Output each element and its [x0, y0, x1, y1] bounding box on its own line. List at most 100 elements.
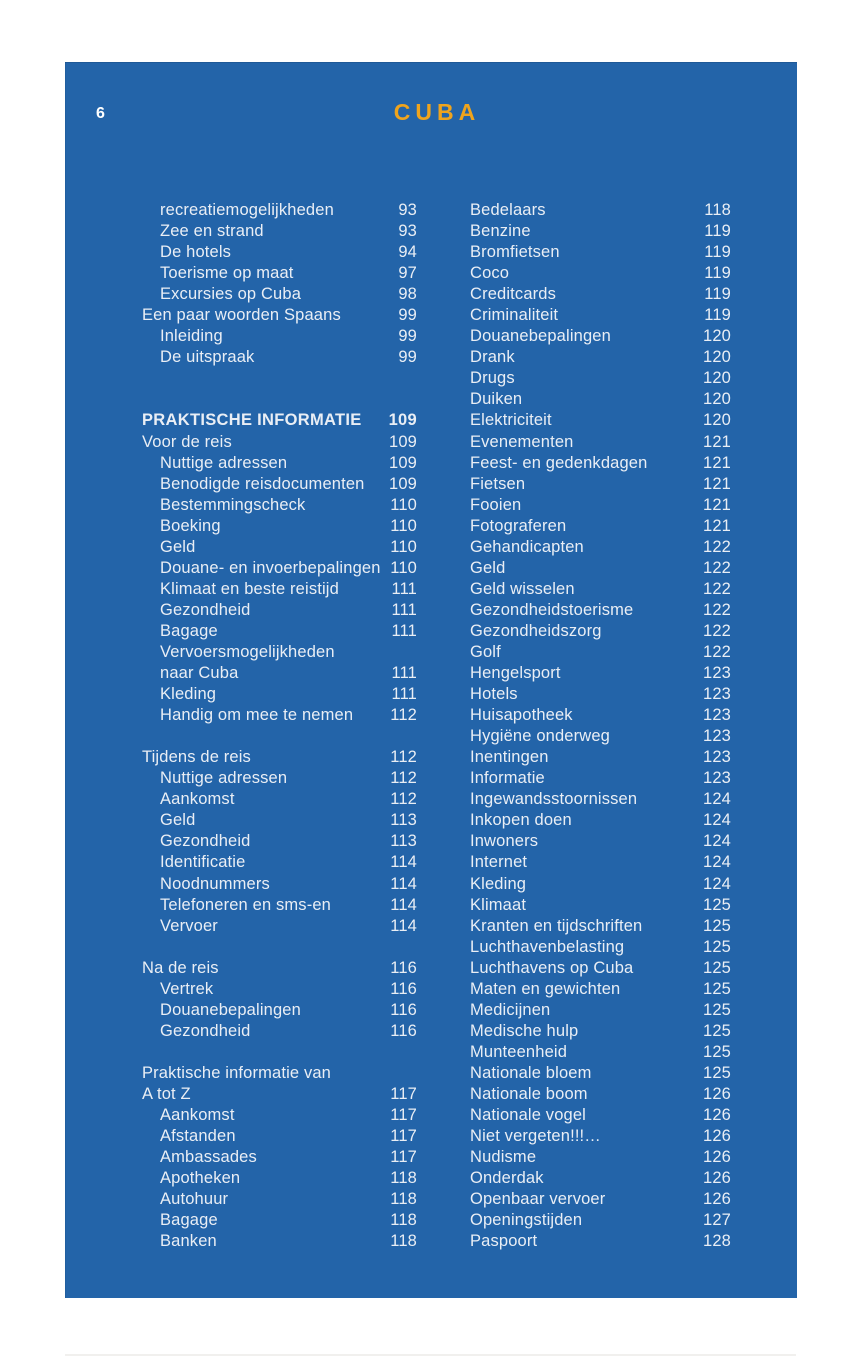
toc-entry: Gezondheid 111 [142, 600, 417, 621]
toc-entry-page: 119 [704, 306, 731, 325]
toc-entry-label: Nudisme [470, 1148, 537, 1167]
toc-entry-label: Nationale bloem [470, 1063, 592, 1082]
toc-entry-label: Bedelaars [470, 201, 546, 219]
toc-entry-page: 116 [390, 1021, 417, 1040]
toc-entry: Gezondheid 116 [142, 1021, 417, 1042]
toc-right-column: Bedelaars 118 Benzine 119 Bromfietsen 119 Coco… [470, 200, 731, 1252]
toc-entry-page: 122 [703, 600, 731, 619]
toc-entry-page: 119 [704, 222, 731, 241]
toc-entry-page: 119 [704, 243, 731, 262]
toc-entry-label: Een paar woorden Spaans [142, 306, 341, 325]
toc-entry: Kleding 111 [142, 684, 417, 705]
toc-entry-page: 121 [703, 495, 731, 514]
toc-entry-page: 126 [703, 1127, 731, 1146]
toc-entry-label: Klimaat en beste reistijd [160, 579, 339, 598]
toc-entry: Munteenheid 125 [470, 1042, 731, 1063]
toc-entry-page: 123 [703, 685, 731, 704]
toc-entry: Creditcards 119 [470, 284, 731, 305]
toc-entry-page: 110 [390, 558, 417, 577]
toc-entry: Afstanden 117 [142, 1126, 417, 1147]
toc-entry: Nationale vogel 126 [470, 1105, 731, 1126]
toc-entry-page: 111 [391, 579, 417, 598]
toc-entry-page: 124 [703, 853, 731, 872]
toc-entry-label: Tijdens de reis [142, 748, 251, 767]
toc-entry-label: Medicijnen [470, 1000, 551, 1019]
toc-entry-label: Nuttige adressen [160, 769, 288, 788]
toc-entry-page: 93 [398, 201, 417, 219]
toc-entry-label: Geld [160, 537, 196, 556]
toc-entry: Geld 113 [142, 810, 417, 831]
toc-entry-label: Vertrek [160, 979, 214, 998]
toc-entry-page: 126 [703, 1148, 731, 1167]
toc-entry: Gezondheid 113 [142, 831, 417, 852]
toc-entry-page: 117 [390, 1084, 417, 1103]
toc-entry-page: 120 [703, 390, 731, 409]
toc-entry: Fotograferen 121 [470, 516, 731, 537]
toc-entry-label: Gezondheid [160, 832, 251, 851]
toc-entry-label: Douanebepalingen [470, 327, 611, 346]
toc-entry: Bedelaars 118 [470, 200, 731, 221]
toc-entry-label: Apotheken [160, 1169, 241, 1188]
toc-entry: Inentingen 123 [470, 747, 731, 768]
toc-entry-page: 117 [390, 1127, 417, 1146]
toc-entry-page: 125 [703, 895, 731, 914]
toc-entry: Inwoners 124 [470, 831, 731, 852]
toc-entry-label: Creditcards [470, 285, 557, 304]
toc-entry-page: 118 [390, 1211, 417, 1230]
toc-entry-label: Hygiëne onderweg [470, 727, 610, 746]
toc-entry-page: 125 [703, 958, 731, 977]
toc-entry-label: Na de reis [142, 958, 219, 977]
toc-entry-page: 121 [703, 432, 731, 451]
toc-entry-label: Noodnummers [160, 874, 270, 893]
toc-entry-page: 128 [703, 1232, 731, 1251]
toc-entry: Hygiëne onderweg 123 [470, 726, 731, 747]
toc-entry-label: Golf [470, 642, 501, 661]
toc-entry: Zee en strand 93 [142, 221, 417, 242]
toc-entry: Openbaar vervoer 126 [470, 1189, 731, 1210]
toc-entry: Banken 118 [142, 1231, 417, 1252]
toc-entry: Ingewandsstoornissen 124 [470, 789, 731, 810]
toc-entry-label: Aankomst [160, 1106, 235, 1125]
toc-entry-page: 125 [703, 1042, 731, 1061]
toc-entry-page: 126 [703, 1190, 731, 1209]
toc-entry-label: Bagage [160, 621, 218, 640]
toc-entry: Paspoort 128 [470, 1231, 731, 1252]
toc-entry: PRAKTISCHE INFORMATIE 109 [142, 410, 417, 431]
toc-entry: Autohuur 118 [142, 1189, 417, 1210]
toc-entry-page: 117 [390, 1148, 417, 1167]
toc-entry-label: Afstanden [160, 1127, 236, 1146]
toc-entry: Douanebepalingen 116 [142, 1000, 417, 1021]
toc-entry: Maten en gewichten 125 [470, 979, 731, 1000]
toc-entry: Excursies op Cuba 98 [142, 284, 417, 305]
toc-entry-label: Nuttige adressen [160, 453, 288, 472]
toc-entry-page: 117 [390, 1106, 417, 1125]
toc-entry-label: Ingewandsstoornissen [470, 790, 638, 809]
toc-entry-label: Bestemmingscheck [160, 495, 306, 514]
toc-entry: Nuttige adressen 109 [142, 453, 417, 474]
toc-entry-label: Luchthavenbelasting [470, 937, 625, 956]
toc-entry-page: 122 [703, 621, 731, 640]
toc-entry-page: 111 [391, 685, 417, 704]
toc-entry-page: 116 [390, 979, 417, 998]
toc-entry-label: Geld [470, 558, 506, 577]
toc-entry-page: 112 [390, 790, 417, 809]
toc-entry-label: De hotels [160, 243, 232, 262]
toc-spacer [142, 726, 417, 747]
toc-entry: Aankomst 112 [142, 789, 417, 810]
toc-entry-label: Zee en strand [160, 222, 264, 241]
toc-entry-label: Maten en gewichten [470, 979, 621, 998]
toc-entry: Internet 124 [470, 852, 731, 873]
toc-entry: Geld 110 [142, 537, 417, 558]
toc-entry: Apotheken 118 [142, 1168, 417, 1189]
toc-entry-label: recreatiemogelijkheden [160, 201, 334, 219]
toc-entry: Inkopen doen 124 [470, 810, 731, 831]
toc-entry-label: Gezondheid [160, 600, 251, 619]
toc-entry-label: Aankomst [160, 790, 235, 809]
toc-entry-page: 123 [703, 769, 731, 788]
toc-entry-label: Boeking [160, 516, 221, 535]
toc-entry-page: 99 [398, 306, 417, 325]
toc-entry: Bagage 111 [142, 621, 417, 642]
toc-entry-page: 123 [703, 748, 731, 767]
toc-entry: Boeking 110 [142, 516, 417, 537]
toc-entry: Benzine 119 [470, 221, 731, 242]
